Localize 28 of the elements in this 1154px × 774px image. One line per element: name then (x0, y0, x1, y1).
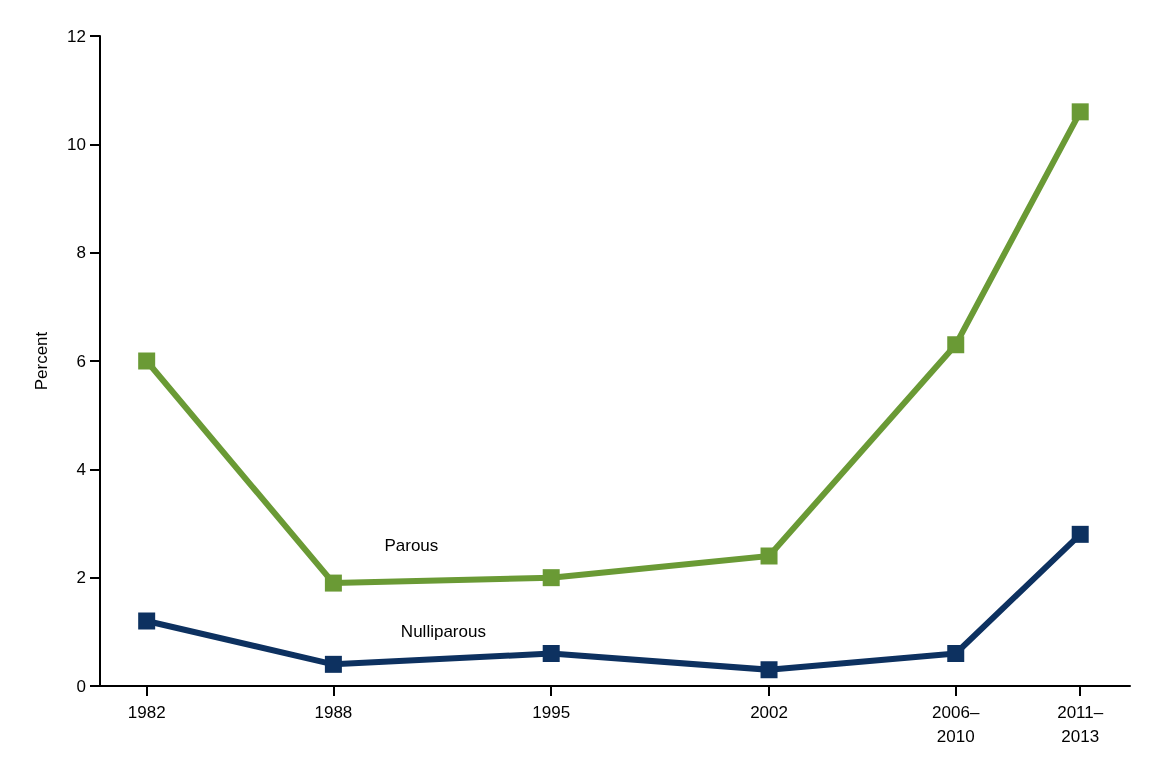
x-tick-label: 2002 (750, 702, 788, 722)
point (542, 569, 560, 587)
point (760, 547, 778, 565)
point (760, 661, 778, 679)
point (324, 574, 342, 592)
x-tick-label: 1982 (127, 702, 166, 722)
y-tick-label: 2 (76, 568, 86, 588)
point (947, 645, 965, 662)
series-label: Parous (384, 535, 439, 555)
x-tick-label: 1988 (314, 702, 353, 722)
y-tick-label: 10 (67, 134, 86, 154)
y-tick-label: 0 (76, 676, 86, 696)
point (1071, 103, 1089, 121)
x-tick-label: 2006–2010 (932, 702, 980, 746)
y-tick-label: 8 (76, 243, 86, 263)
series-label: Nulliparous (400, 621, 486, 641)
point (324, 655, 342, 673)
y-axis-title: Percent (32, 331, 51, 391)
x-tick-label: 2011–2013 (1057, 702, 1104, 746)
point (542, 645, 560, 662)
point (947, 336, 965, 354)
point (1071, 525, 1089, 543)
x-tick-label: 1995 (532, 702, 571, 722)
point (138, 612, 156, 630)
y-tick-label: 6 (76, 351, 86, 371)
y-tick-label: 4 (76, 459, 86, 479)
point (138, 352, 156, 370)
y-tick-label: 12 (67, 26, 86, 46)
